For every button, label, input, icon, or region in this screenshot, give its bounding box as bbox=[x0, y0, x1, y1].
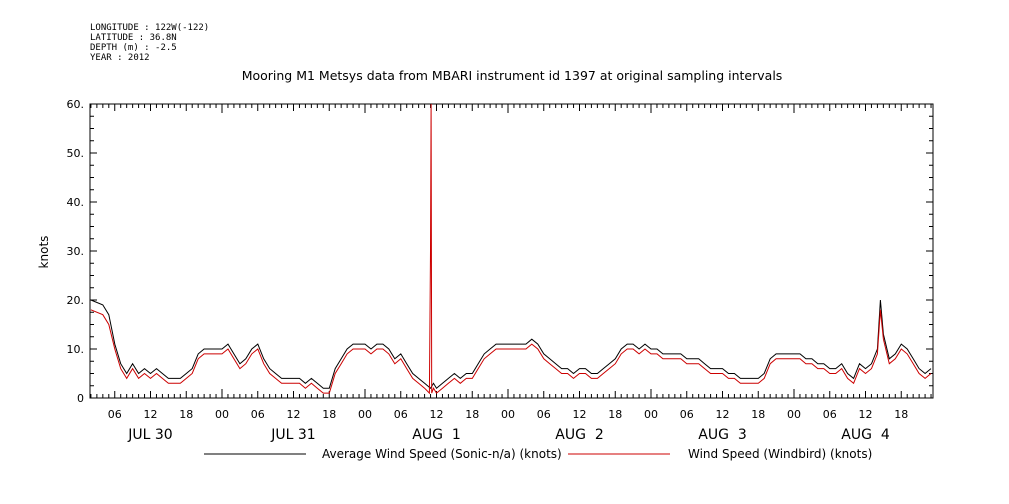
x-tick-label: 06 bbox=[680, 408, 694, 421]
x-day-label: AUG 1 bbox=[412, 427, 460, 443]
x-day-label: JUL 30 bbox=[127, 427, 172, 443]
y-tick-label: 50. bbox=[67, 147, 85, 160]
legend-label-windbird: Wind Speed (Windbird) (knots) bbox=[688, 447, 872, 461]
x-tick-label: 18 bbox=[179, 408, 193, 421]
x-tick-label: 12 bbox=[859, 408, 873, 421]
y-tick-label: 60. bbox=[67, 98, 85, 111]
y-tick-label: 10. bbox=[67, 343, 85, 356]
legend: Average Wind Speed (Sonic-n/a) (knots) W… bbox=[204, 447, 872, 461]
series-windbird-line bbox=[90, 103, 932, 395]
x-day-label: AUG 2 bbox=[555, 427, 603, 443]
x-tick-label: 12 bbox=[716, 408, 730, 421]
x-axis: 06 12 18 00 06 12 18 00 06 12 18 00 06 12 18 00 06 12 18 00… bbox=[90, 104, 932, 443]
x-tick-label: 00 bbox=[644, 408, 658, 421]
x-tick-label: 00 bbox=[358, 408, 372, 421]
x-tick-label: 06 bbox=[251, 408, 265, 421]
x-day-label: JUL 31 bbox=[270, 427, 315, 443]
x-day-label: AUG 3 bbox=[698, 427, 746, 443]
x-tick-label: 06 bbox=[537, 408, 551, 421]
x-tick-label: 18 bbox=[894, 408, 908, 421]
x-tick-label: 18 bbox=[751, 408, 765, 421]
x-day-label: AUG 4 bbox=[841, 427, 890, 443]
x-tick-label: 18 bbox=[608, 408, 622, 421]
x-tick-label: 00 bbox=[787, 408, 801, 421]
y-tick-label: 0 bbox=[77, 392, 84, 405]
chart-title: Mooring M1 Metsys data from MBARI instru… bbox=[242, 68, 783, 83]
year-text: YEAR : 2012 bbox=[90, 53, 150, 63]
x-tick-label: 18 bbox=[465, 408, 479, 421]
x-tick-label: 12 bbox=[287, 408, 301, 421]
series-average-wind-line bbox=[90, 299, 932, 389]
x-tick-label: 00 bbox=[215, 408, 229, 421]
series-group bbox=[90, 103, 932, 395]
location-header: LONGITUDE : 122W(-122) LATITUDE : 36.8N … bbox=[90, 23, 209, 63]
y-tick-label: 40. bbox=[67, 196, 85, 209]
latitude-text: LATITUDE : 36.8N bbox=[90, 33, 177, 43]
depth-text: DEPTH (m) : -2.5 bbox=[90, 43, 177, 53]
y-tick-label: 20. bbox=[67, 294, 85, 307]
y-axis: 0 10. 20. 30. 40. 50. 60. bbox=[67, 98, 933, 405]
x-tick-label: 12 bbox=[144, 408, 158, 421]
y-tick-label: 30. bbox=[67, 245, 85, 258]
x-tick-label: 12 bbox=[430, 408, 444, 421]
longitude-text: LONGITUDE : 122W(-122) bbox=[90, 23, 209, 33]
x-tick-label: 06 bbox=[108, 408, 122, 421]
y-axis-label: knots bbox=[37, 236, 51, 269]
x-tick-label: 00 bbox=[501, 408, 515, 421]
legend-label-average: Average Wind Speed (Sonic-n/a) (knots) bbox=[322, 447, 562, 461]
x-tick-label: 06 bbox=[823, 408, 837, 421]
x-tick-label: 12 bbox=[573, 408, 587, 421]
x-tick-label: 18 bbox=[322, 408, 336, 421]
x-tick-label: 06 bbox=[394, 408, 408, 421]
